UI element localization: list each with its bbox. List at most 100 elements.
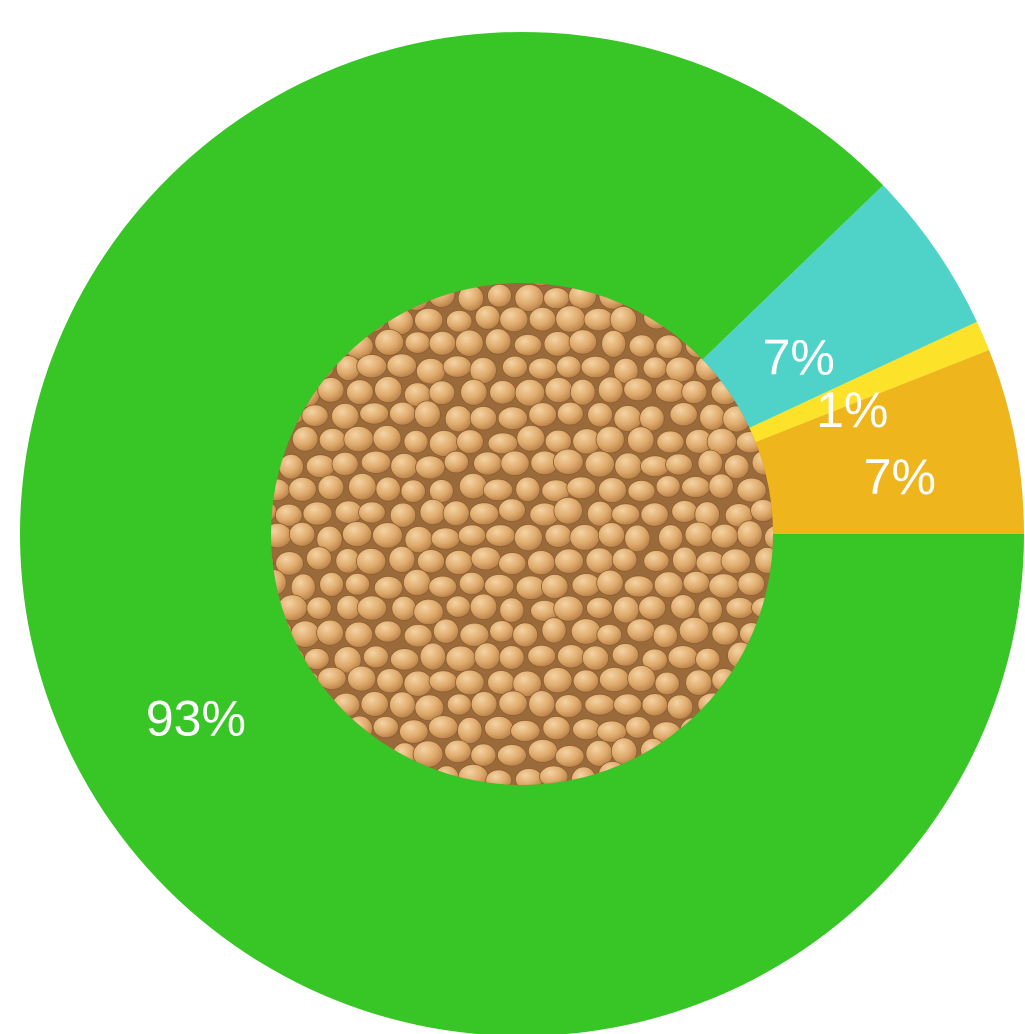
soybean	[428, 670, 458, 693]
soybean	[528, 357, 557, 380]
soybean	[626, 618, 656, 643]
soybean	[469, 502, 500, 526]
soybean	[543, 287, 570, 310]
soybean	[457, 524, 487, 547]
soybean	[710, 523, 739, 549]
soybean	[302, 501, 333, 526]
soybean	[552, 448, 584, 475]
soybean	[596, 624, 623, 646]
soybean	[515, 476, 541, 503]
soybean	[528, 690, 556, 718]
soybean	[736, 520, 763, 548]
soybean	[317, 666, 347, 691]
soybean	[596, 569, 624, 596]
soybean	[627, 426, 655, 454]
soybean	[669, 402, 698, 427]
soybean	[699, 403, 726, 431]
slice-label: 7%	[763, 329, 835, 385]
soybean	[764, 524, 773, 551]
soybean	[470, 743, 497, 767]
soybean	[737, 571, 765, 597]
soybean	[655, 334, 683, 360]
soybean	[391, 595, 417, 621]
labels-group: 93%7%1%7%	[146, 329, 936, 746]
soybean	[331, 451, 359, 477]
soybean	[485, 769, 513, 785]
soybean	[625, 716, 651, 739]
soybean	[388, 545, 416, 573]
soybean	[444, 549, 474, 576]
soybean	[612, 596, 640, 624]
soybean	[444, 739, 472, 764]
soybean	[301, 404, 329, 427]
soybean	[528, 307, 557, 332]
soybean	[389, 502, 417, 528]
soybean	[512, 670, 542, 698]
soybean	[499, 306, 529, 333]
soybean	[474, 304, 501, 330]
soybean	[653, 571, 684, 599]
soybean	[445, 595, 471, 618]
soybean	[695, 647, 721, 671]
soybean	[516, 424, 546, 452]
soybean	[341, 521, 373, 547]
soybean	[557, 644, 586, 669]
soybean	[303, 647, 330, 670]
soybean	[666, 694, 694, 720]
soybean	[526, 283, 557, 287]
soybean	[390, 452, 419, 480]
soybean	[553, 595, 584, 622]
soybean	[305, 546, 332, 571]
soybean	[356, 354, 388, 379]
soybean	[541, 574, 569, 600]
soybean	[598, 477, 627, 504]
soybean	[484, 573, 515, 598]
soybean	[528, 402, 557, 428]
soybean	[711, 621, 739, 646]
soybean	[473, 642, 501, 670]
soybean	[482, 478, 514, 502]
soybean	[641, 648, 668, 672]
soybean	[544, 377, 574, 404]
soybean	[628, 334, 655, 358]
soybean	[444, 405, 473, 433]
soybean	[469, 593, 498, 621]
soybean	[305, 454, 336, 479]
soybean	[403, 670, 433, 697]
soybean	[374, 620, 402, 643]
soybean	[275, 551, 304, 576]
soybean	[643, 550, 670, 572]
soybean	[665, 356, 696, 383]
soybean	[413, 598, 444, 626]
soybean	[539, 765, 569, 785]
soybean	[544, 523, 573, 548]
soybean	[587, 402, 613, 428]
soybean	[445, 645, 477, 672]
soybean	[638, 595, 666, 620]
soybean	[682, 571, 710, 595]
soybean	[498, 498, 526, 522]
soybean	[671, 500, 698, 523]
soybean	[642, 356, 668, 380]
soybean	[527, 738, 558, 763]
soybean	[403, 429, 429, 454]
soybean	[599, 666, 630, 693]
soybean	[389, 691, 416, 719]
soybean	[566, 476, 597, 500]
soybean	[419, 642, 447, 671]
soybean	[597, 376, 624, 404]
soybean	[569, 524, 600, 551]
soybean	[473, 451, 503, 476]
soybean	[389, 648, 420, 671]
soybean	[750, 499, 773, 522]
soybean	[543, 331, 573, 357]
soybean	[318, 427, 347, 453]
soybean	[754, 546, 773, 574]
soybean	[399, 719, 429, 744]
soybean	[457, 717, 483, 745]
soybean	[613, 693, 642, 716]
soybean	[360, 691, 389, 717]
soybean	[432, 618, 459, 644]
soybean	[442, 500, 470, 527]
soybean	[584, 693, 616, 716]
